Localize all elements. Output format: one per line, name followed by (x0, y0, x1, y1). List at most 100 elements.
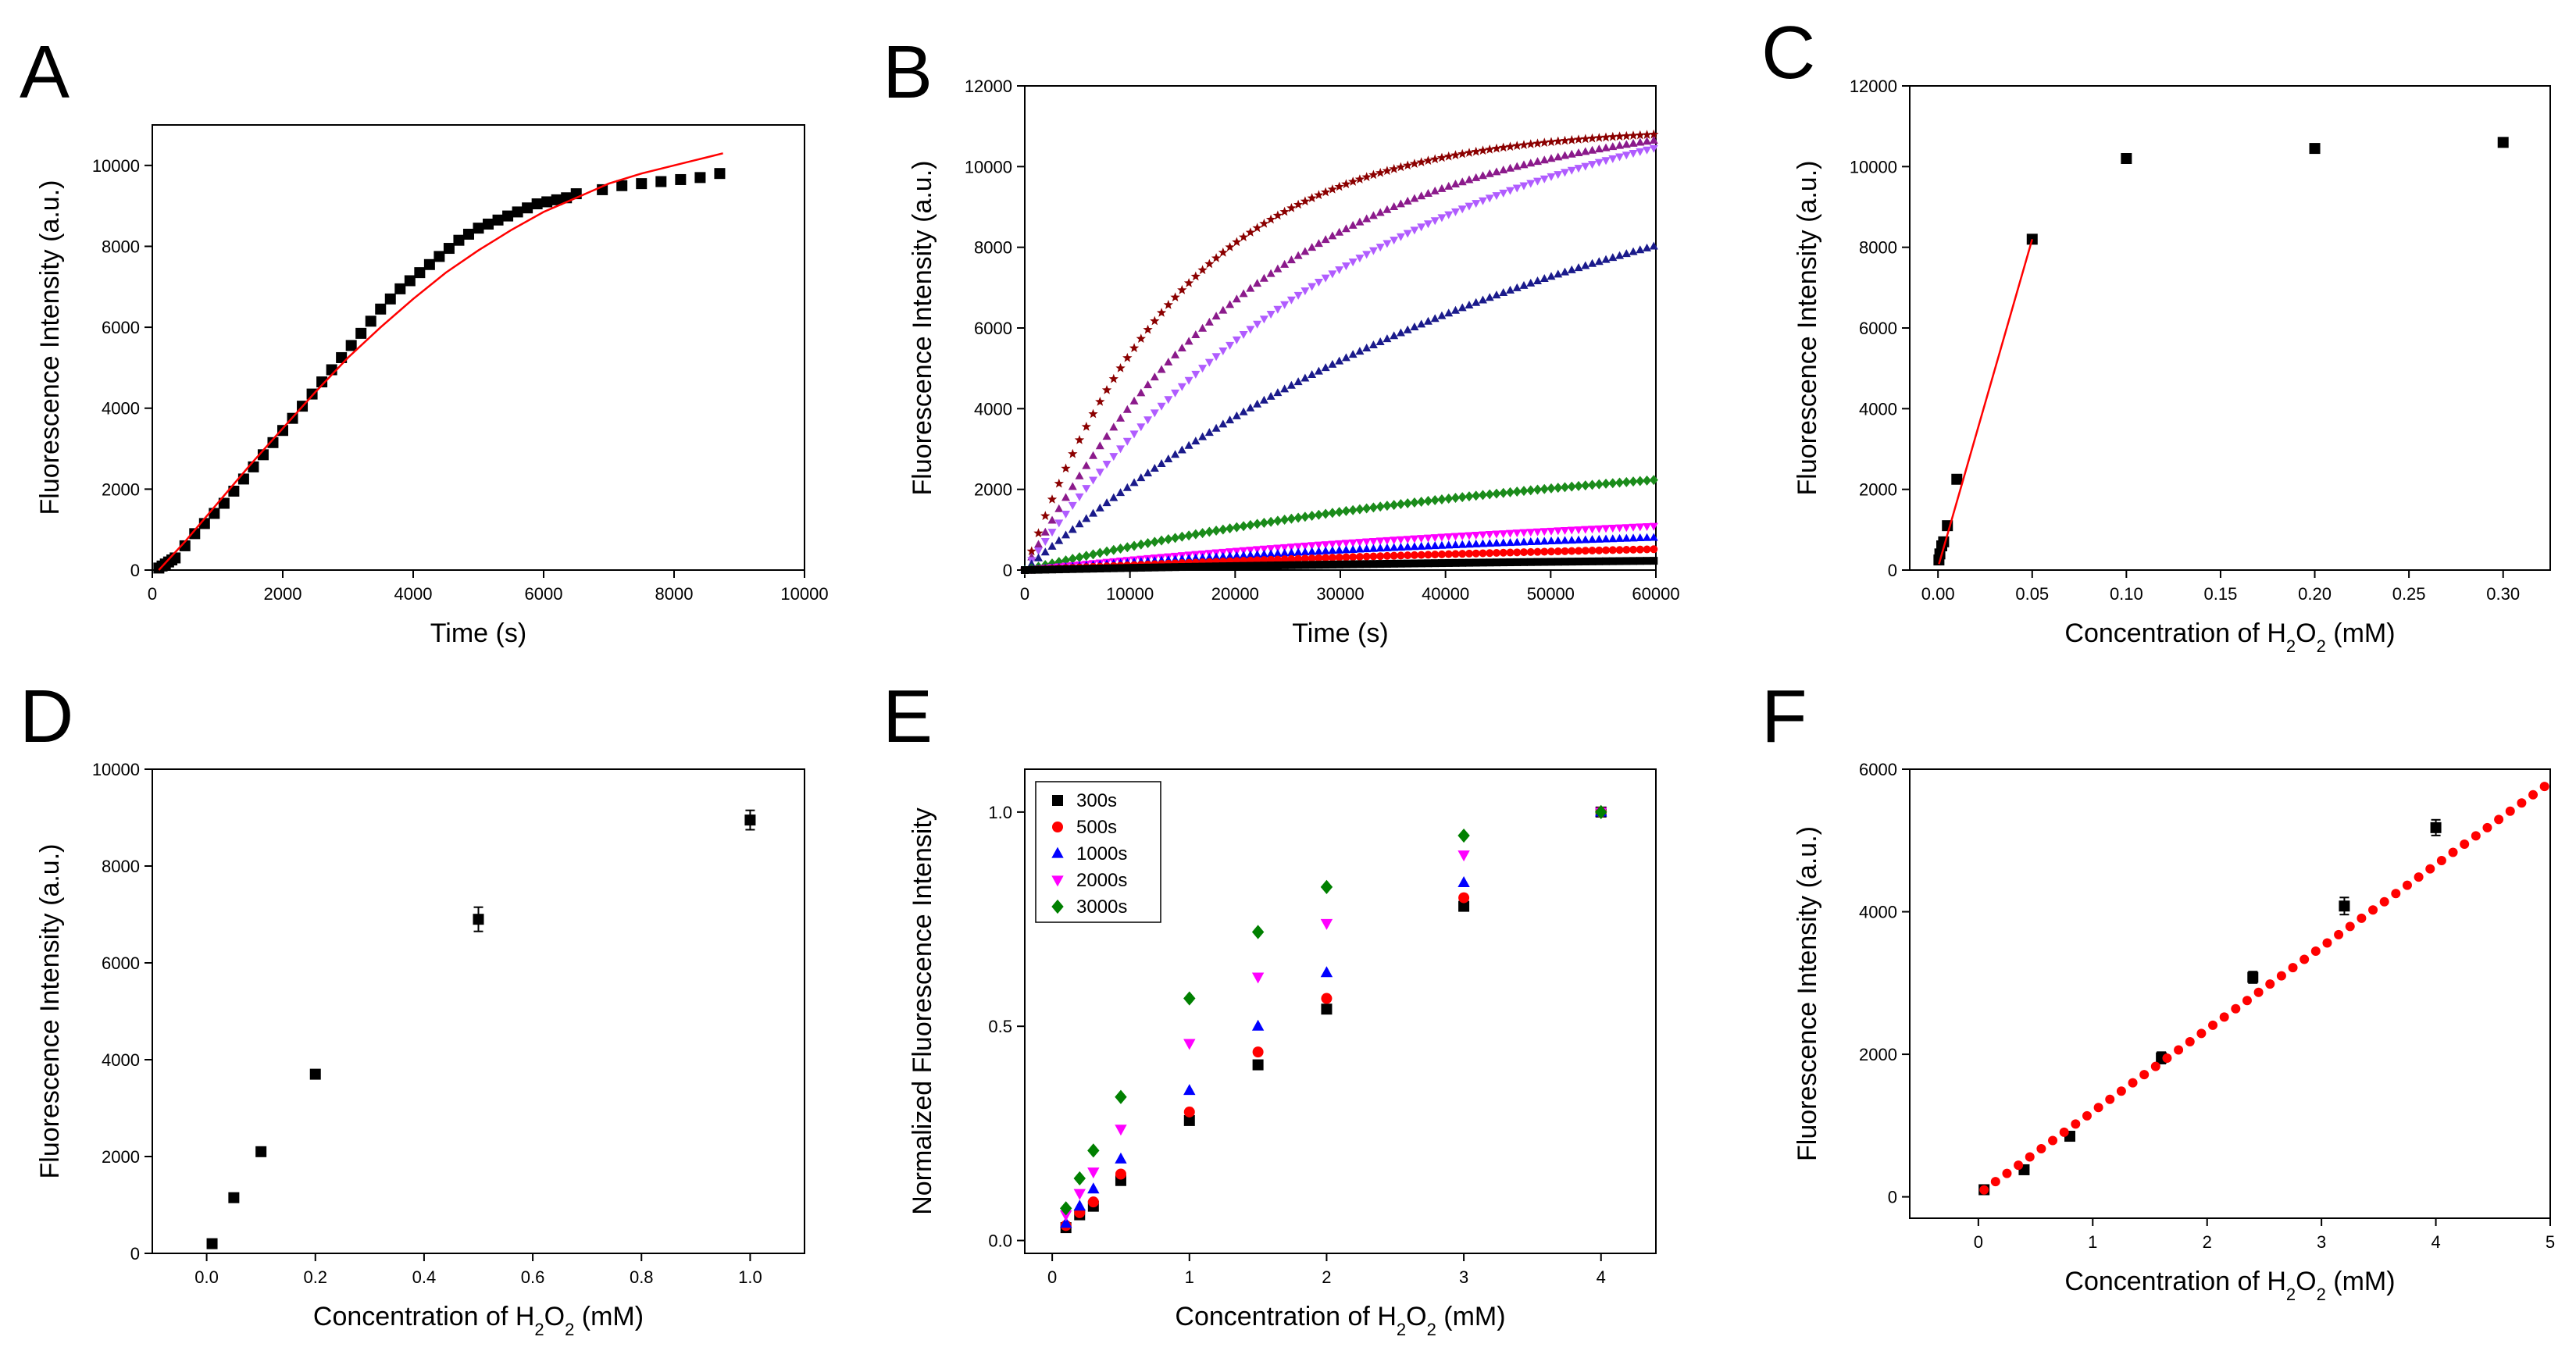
y-tick-label: 0 (1888, 1188, 1897, 1207)
data-point (1478, 531, 1487, 540)
x-tick-label: 0.00 (1921, 584, 1955, 604)
data-point (1465, 491, 1474, 502)
data-point (1478, 197, 1487, 205)
data-point (1430, 314, 1440, 323)
data-point (1211, 552, 1221, 561)
data-point (1116, 543, 1126, 554)
data-point (1239, 407, 1248, 415)
series-data (1933, 137, 2509, 566)
data-point (1376, 552, 1385, 561)
data-point (1444, 533, 1454, 542)
data-point (1431, 559, 1440, 568)
data-point (1629, 476, 1638, 487)
fit-point (2288, 963, 2298, 973)
data-point (1123, 564, 1132, 572)
fit-point (2391, 889, 2401, 899)
x-axis-label-subscript: 2 (2286, 636, 2296, 656)
data-point (1266, 545, 1276, 554)
data-point (1089, 565, 1097, 573)
data-point (1308, 283, 1317, 291)
x-tick-label: 1 (1185, 1267, 1194, 1287)
fit-point (2025, 1152, 2035, 1162)
data-point (1951, 473, 1963, 485)
data-point (1471, 146, 1481, 156)
data-point (1198, 528, 1208, 539)
data-point (1157, 535, 1166, 546)
data-point (1492, 558, 1500, 567)
data-point (1239, 521, 1248, 532)
data-point (1321, 541, 1330, 550)
data-point (1300, 373, 1310, 382)
data-point (1540, 155, 1549, 164)
data-point (1457, 540, 1467, 548)
data-point (404, 275, 416, 287)
data-point (1082, 514, 1091, 522)
fit-point (2265, 979, 2275, 989)
legend-marker (1051, 899, 1064, 914)
data-point (1573, 134, 1584, 144)
data-point (502, 210, 514, 222)
data-point (1040, 547, 1050, 556)
data-point (1157, 458, 1166, 467)
data-point (1533, 177, 1542, 186)
data-point (1519, 160, 1529, 169)
data-point (1102, 461, 1111, 469)
data-point (1540, 483, 1549, 494)
data-point (1390, 559, 1398, 568)
data-point (1437, 550, 1446, 558)
data-point (1368, 537, 1378, 546)
y-axis-label: Fluorescence Intensity (a.u.) (35, 844, 65, 1179)
data-point (1349, 560, 1358, 569)
y-tick-label: 12000 (1850, 77, 1897, 96)
data-point (1526, 547, 1535, 556)
data-point (1321, 235, 1330, 244)
data-point (1547, 558, 1556, 566)
data-point (1328, 560, 1336, 569)
data-point (655, 176, 667, 187)
data-point (1568, 547, 1576, 555)
data-point (1588, 479, 1597, 490)
x-axis-label: Concentration of H2O2 (mM) (313, 1302, 644, 1339)
data-point (1034, 553, 1044, 561)
data-point (1499, 166, 1508, 174)
panel-label-e: E (883, 675, 933, 758)
y-tick-label: 2000 (974, 480, 1012, 500)
data-point (1087, 1182, 1100, 1194)
series-curve (1019, 129, 1659, 575)
y-tick-label: 2000 (102, 1147, 140, 1167)
data-point (1512, 537, 1522, 546)
data-point (1519, 548, 1528, 557)
fit-point (2448, 847, 2458, 857)
x-axis-label-part: (mM) (2326, 618, 2396, 648)
data-point (1116, 413, 1126, 422)
x-axis-label: Concentration of H2O2 (mM) (1175, 1302, 1505, 1339)
data-point (1410, 497, 1419, 508)
data-point (1588, 535, 1597, 544)
y-tick-label: 0.0 (988, 1231, 1012, 1251)
data-point (473, 914, 484, 925)
data-point (1089, 508, 1098, 517)
data-point (1362, 251, 1372, 259)
data-point (473, 223, 484, 234)
y-tick-label: 0.5 (988, 1017, 1012, 1036)
data-point (1259, 549, 1268, 558)
data-point (1650, 557, 1658, 565)
data-point (1211, 312, 1221, 320)
fit-point (2196, 1028, 2207, 1039)
data-point (1650, 545, 1658, 554)
data-point (1286, 380, 1296, 389)
fit-point (2460, 839, 2470, 849)
data-point (1436, 152, 1447, 162)
x-tick-label: 60000 (1632, 584, 1679, 604)
data-point (1444, 181, 1454, 190)
data-point (1164, 563, 1172, 572)
data-point (1636, 137, 1645, 146)
data-point (1211, 423, 1221, 432)
data-point (1239, 331, 1248, 340)
data-point (1423, 155, 1433, 165)
y-tick-label: 10000 (965, 157, 1012, 176)
x-tick-label: 0 (148, 584, 157, 604)
data-point (1389, 163, 1399, 173)
data-point (1183, 1039, 1196, 1050)
data-point (1198, 562, 1207, 571)
